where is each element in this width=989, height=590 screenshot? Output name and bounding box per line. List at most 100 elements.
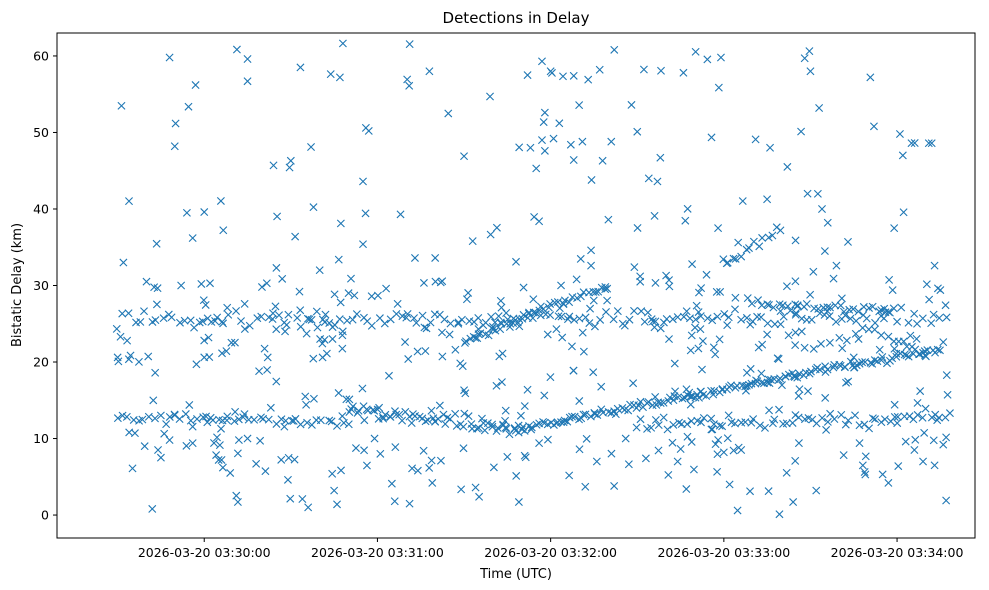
data-point-marker — [438, 328, 446, 337]
data-point-marker — [892, 352, 901, 361]
data-point-marker — [900, 350, 909, 359]
data-point-marker — [375, 403, 384, 412]
data-point-marker — [703, 314, 712, 323]
data-point-marker — [217, 424, 226, 433]
data-point-marker — [523, 385, 532, 394]
data-point-marker — [578, 328, 587, 337]
data-point-marker — [565, 413, 574, 422]
data-point-marker — [697, 284, 706, 293]
data-point-marker — [708, 316, 717, 325]
data-point-marker — [797, 127, 806, 136]
data-point-marker — [198, 317, 207, 326]
data-point-marker — [734, 238, 743, 247]
y-tick-label: 0 — [41, 508, 49, 523]
data-point-marker — [593, 411, 602, 420]
data-point-marker — [578, 137, 587, 146]
data-point-marker — [257, 312, 266, 321]
data-point-marker — [918, 314, 927, 323]
data-point-marker — [894, 462, 903, 471]
data-point-marker — [745, 244, 753, 253]
data-point-marker — [884, 307, 893, 316]
data-point-marker — [644, 398, 653, 407]
data-point-marker — [186, 316, 195, 325]
data-point-marker — [806, 290, 815, 299]
data-point-marker — [812, 486, 821, 495]
data-point-marker — [318, 339, 327, 348]
data-point-marker — [472, 424, 481, 433]
data-point-marker — [741, 386, 750, 395]
data-point-marker — [742, 368, 751, 377]
data-point-marker — [227, 338, 236, 347]
data-point-marker — [818, 204, 826, 213]
data-point-marker — [929, 436, 938, 445]
data-point-marker — [199, 413, 208, 422]
data-point-marker — [309, 394, 318, 403]
data-point-marker — [714, 436, 723, 444]
data-point-marker — [723, 321, 732, 330]
data-point-marker — [459, 444, 468, 453]
data-point-marker — [716, 53, 725, 62]
data-point-marker — [878, 353, 887, 361]
data-point-marker — [309, 203, 318, 212]
data-point-marker — [570, 412, 579, 421]
data-point-marker — [435, 401, 444, 410]
data-point-marker — [764, 301, 773, 309]
data-point-marker — [243, 77, 252, 86]
data-point-marker — [871, 318, 880, 327]
data-point-marker — [438, 352, 447, 361]
data-point-marker — [858, 358, 867, 367]
data-point-marker — [842, 336, 851, 345]
data-point-marker — [764, 487, 773, 496]
data-point-marker — [537, 57, 546, 66]
data-point-marker — [765, 406, 774, 415]
data-point-marker — [204, 333, 213, 342]
data-point-marker — [731, 254, 740, 263]
data-point-marker — [910, 446, 919, 454]
data-point-marker — [671, 387, 680, 396]
data-point-marker — [942, 433, 951, 442]
data-point-marker — [835, 333, 844, 342]
data-point-marker — [451, 345, 460, 354]
data-point-marker — [656, 324, 665, 333]
data-point-marker — [277, 455, 286, 464]
data-point-marker — [345, 395, 354, 404]
data-point-marker — [791, 341, 800, 350]
data-point-marker — [569, 366, 578, 375]
data-point-marker — [222, 347, 231, 356]
data-point-marker — [791, 310, 800, 319]
data-point-marker — [768, 419, 777, 428]
data-point-marker — [206, 279, 214, 288]
data-point-marker — [316, 416, 325, 425]
data-point-marker — [509, 319, 518, 327]
data-point-marker — [150, 283, 159, 292]
data-point-marker — [629, 379, 638, 388]
data-point-marker — [566, 140, 575, 149]
data-point-marker — [731, 293, 740, 302]
data-point-marker — [535, 439, 544, 448]
data-point-marker — [140, 442, 149, 451]
data-point-marker — [651, 416, 660, 425]
data-point-marker — [838, 344, 847, 353]
data-point-marker — [286, 156, 295, 165]
data-point-marker — [662, 271, 671, 280]
data-point-marker — [199, 296, 208, 305]
data-point-marker — [151, 414, 159, 423]
data-point-marker — [277, 415, 286, 424]
data-point-marker — [793, 302, 802, 311]
data-point-marker — [387, 479, 396, 488]
data-point-marker — [806, 367, 815, 376]
data-point-marker — [779, 312, 788, 321]
data-point-marker — [492, 223, 501, 232]
data-point-marker — [890, 344, 899, 353]
data-point-marker — [370, 434, 379, 443]
data-point-marker — [338, 327, 347, 336]
data-point-marker — [688, 260, 697, 269]
data-point-marker — [273, 212, 282, 221]
data-point-marker — [738, 197, 747, 206]
data-point-marker — [140, 307, 148, 316]
data-point-marker — [325, 416, 334, 425]
data-point-marker — [237, 317, 246, 326]
data-point-marker — [380, 319, 389, 328]
data-point-marker — [130, 429, 139, 438]
data-point-marker — [338, 412, 347, 421]
